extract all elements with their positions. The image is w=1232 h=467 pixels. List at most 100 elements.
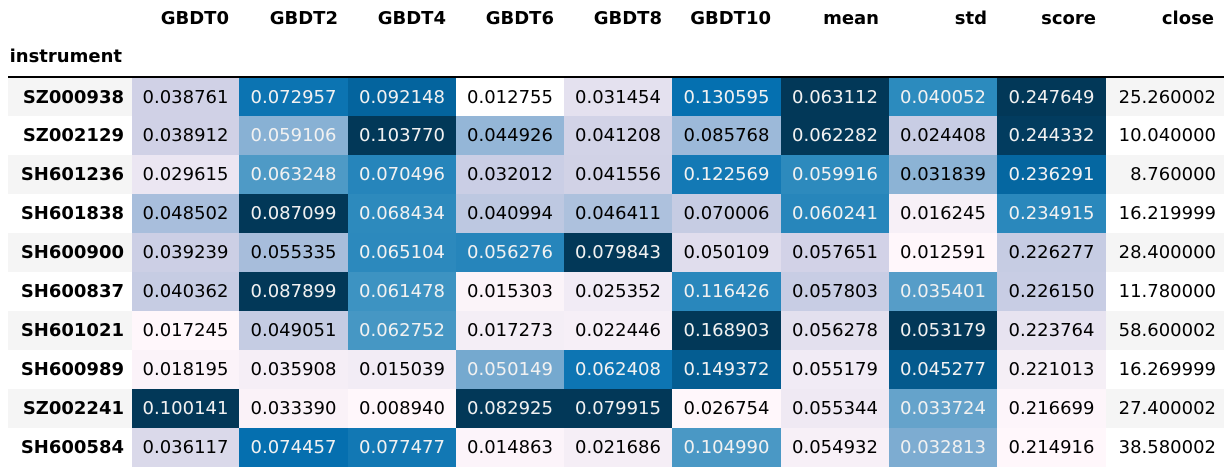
table-cell: 0.085768 [672,116,781,155]
table-row: SZ002241 0.100141 0.033390 0.008940 0.082925… [8,389,1224,428]
table-cell: 0.057651 [781,233,889,272]
table-cell: 0.056276 [456,233,564,272]
column-header: GBDT4 [377,8,446,29]
table-cell: 38.580002 [1118,437,1216,458]
table-cell: 0.031454 [564,76,672,116]
table-cell: 0.045277 [889,350,997,389]
table-cell: 0.015039 [348,350,456,389]
row-label: SZ002241 [8,389,132,428]
table-cell: 0.063112 [781,76,889,116]
table-cell: 0.018195 [132,350,239,389]
table-cell: 0.041208 [564,116,672,155]
data-table: GBDT0 GBDT2 GBDT4 GBDT6 GBDT8 GBDT10 mean std sc… [8,0,1224,467]
table-cell: 0.048502 [132,194,239,233]
table-cell: 0.046411 [564,194,672,233]
table-cell: 0.074457 [239,428,348,467]
table-cell: 0.036117 [132,428,239,467]
row-label: SH600989 [20,359,124,380]
table-cell: 0.008940 [348,389,456,428]
table-cell: 0.025352 [564,272,672,311]
column-header: GBDT10 [690,8,771,29]
table-row: SZ002129 0.038912 0.059106 0.103770 0.044926… [8,116,1224,155]
table-cell: 10.040000 [1118,125,1216,146]
table-cell: 0.077477 [348,428,456,467]
table-cell: 0.226277 [997,233,1106,272]
table-cell: 27.400002 [1106,389,1224,428]
table-cell: 16.269999 [1118,359,1216,380]
table-cell: 0.040362 [132,272,239,311]
table-row: SZ000938 0.038761 0.072957 0.092148 0.012755… [8,76,1224,116]
table-cell: 0.116426 [672,272,781,311]
table-cell: 0.039239 [132,233,239,272]
table-cell: 0.065104 [348,233,456,272]
table-cell: 0.130595 [672,76,781,116]
table-cell: 0.100141 [132,389,239,428]
row-label: SZ002129 [22,125,124,146]
table-cell: 0.029615 [132,155,239,194]
table-cell: 8.760000 [1106,155,1224,194]
table-cell: 0.063248 [239,155,348,194]
table-cell: 11.780000 [1118,281,1216,302]
table-cell: 0.062282 [781,116,889,155]
column-header: GBDT0 [160,8,229,29]
table-cell: 0.014863 [456,428,564,467]
column-header: GBDT8 [593,8,662,29]
table-row: SH600837 0.040362 0.087899 0.061478 0.015303… [8,272,1224,311]
table-cell: 0.041556 [564,155,672,194]
table-cell: 16.219999 [1118,203,1216,224]
table-cell: 0.236291 [997,155,1106,194]
table-cell: 0.062752 [348,311,456,350]
table-cell: 0.017273 [456,311,564,350]
table-cell: 0.221013 [997,350,1106,389]
table-body: SZ000938 0.038761 0.072957 0.092148 0.012755… [8,76,1224,467]
table-cell: 0.087899 [239,272,348,311]
index-header-row: instrument [8,37,1224,77]
table-cell: 0.032813 [889,428,997,467]
table-cell: 0.059106 [239,116,348,155]
table-cell: 0.070496 [348,155,456,194]
table-row: SH600989 0.018195 0.035908 0.015039 0.050149… [8,350,1224,389]
column-header: std [954,8,987,29]
column-header-row: GBDT0 GBDT2 GBDT4 GBDT6 GBDT8 GBDT10 mean std sc… [8,0,1224,37]
table-cell: 0.149372 [672,350,781,389]
table-cell: 0.062408 [564,350,672,389]
table-cell: 0.059916 [781,155,889,194]
row-label: SH601838 [20,203,124,224]
table-cell: 0.079843 [564,233,672,272]
table-cell: 0.070006 [672,194,781,233]
column-header: score [1041,8,1096,29]
row-label: SZ000938 [8,76,132,116]
table-row: SH600584 0.036117 0.074457 0.077477 0.014863… [8,428,1224,467]
table-cell: 0.040052 [889,76,997,116]
row-label: SH601236 [8,155,132,194]
table-cell: 0.038912 [132,116,239,155]
table-cell: 0.056278 [781,311,889,350]
table-cell: 0.038761 [132,76,239,116]
table-cell: 0.244332 [997,116,1106,155]
table-cell: 0.050109 [672,233,781,272]
table-cell: 0.022446 [564,311,672,350]
table-cell: 0.021686 [564,428,672,467]
column-header: close [1161,8,1214,29]
index-name-header: instrument [9,46,122,67]
table-cell: 0.060241 [781,194,889,233]
table-row: SH600900 0.039239 0.055335 0.065104 0.056276… [8,233,1224,272]
table-cell: 0.050149 [456,350,564,389]
table-row: SH601838 0.048502 0.087099 0.068434 0.040994… [8,194,1224,233]
row-label: SH600584 [20,437,124,458]
table-cell: 0.216699 [997,389,1106,428]
row-label: SH600837 [20,281,124,302]
table-cell: 58.600002 [1106,311,1224,350]
table-cell: 0.024408 [889,116,997,155]
row-label: SH601021 [8,311,132,350]
table-header: GBDT0 GBDT2 GBDT4 GBDT6 GBDT8 GBDT10 mean std sc… [8,0,1224,77]
table-cell: 0.072957 [239,76,348,116]
table-cell: 0.035401 [889,272,997,311]
table-cell: 0.223764 [997,311,1106,350]
table-cell: 0.033724 [889,389,997,428]
table-cell: 0.214916 [997,428,1106,467]
table-cell: 0.053179 [889,311,997,350]
table-cell: 0.061478 [348,272,456,311]
column-header: GBDT2 [269,8,338,29]
table-cell: 0.122569 [672,155,781,194]
